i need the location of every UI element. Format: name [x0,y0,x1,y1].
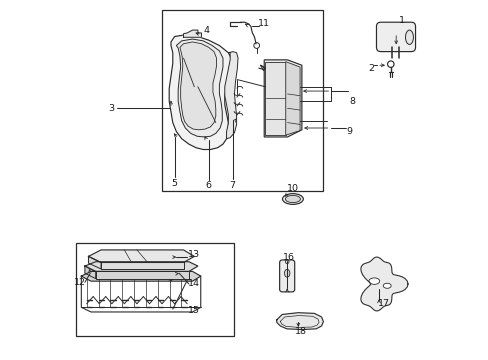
Polygon shape [176,39,223,137]
Polygon shape [101,262,183,269]
Text: 2: 2 [367,64,373,73]
Text: 16: 16 [283,253,295,262]
Polygon shape [360,257,407,311]
Polygon shape [180,42,216,130]
Text: 12: 12 [74,278,86,287]
Text: 4: 4 [203,26,209,35]
Text: 18: 18 [295,327,306,336]
Text: 8: 8 [348,96,354,105]
Text: 6: 6 [205,181,211,190]
Ellipse shape [284,269,289,277]
Polygon shape [85,266,96,279]
Ellipse shape [285,195,300,203]
Polygon shape [276,313,323,329]
Text: 17: 17 [377,299,389,308]
Text: 10: 10 [286,184,298,193]
Polygon shape [224,51,238,139]
Text: 9: 9 [346,127,352,136]
FancyBboxPatch shape [279,260,294,292]
Ellipse shape [405,30,412,44]
Polygon shape [88,250,194,262]
Ellipse shape [383,283,390,288]
Polygon shape [96,271,188,279]
Polygon shape [285,62,300,135]
Polygon shape [260,65,265,71]
Polygon shape [85,262,198,271]
FancyBboxPatch shape [376,22,415,51]
Polygon shape [265,62,285,135]
Polygon shape [88,256,101,269]
Text: 1: 1 [399,16,405,25]
Text: 5: 5 [171,179,177,188]
Bar [162,10,323,191]
Polygon shape [81,271,201,281]
Bar [76,243,233,336]
Ellipse shape [282,194,303,204]
Text: 3: 3 [108,104,114,113]
Text: 7: 7 [229,181,235,190]
Text: 11: 11 [258,19,270,28]
Polygon shape [183,30,201,37]
Ellipse shape [368,278,379,284]
Text: 14: 14 [188,279,200,288]
Text: 13: 13 [187,250,199,259]
Text: 15: 15 [187,306,199,315]
Polygon shape [264,60,301,137]
Polygon shape [169,35,231,149]
